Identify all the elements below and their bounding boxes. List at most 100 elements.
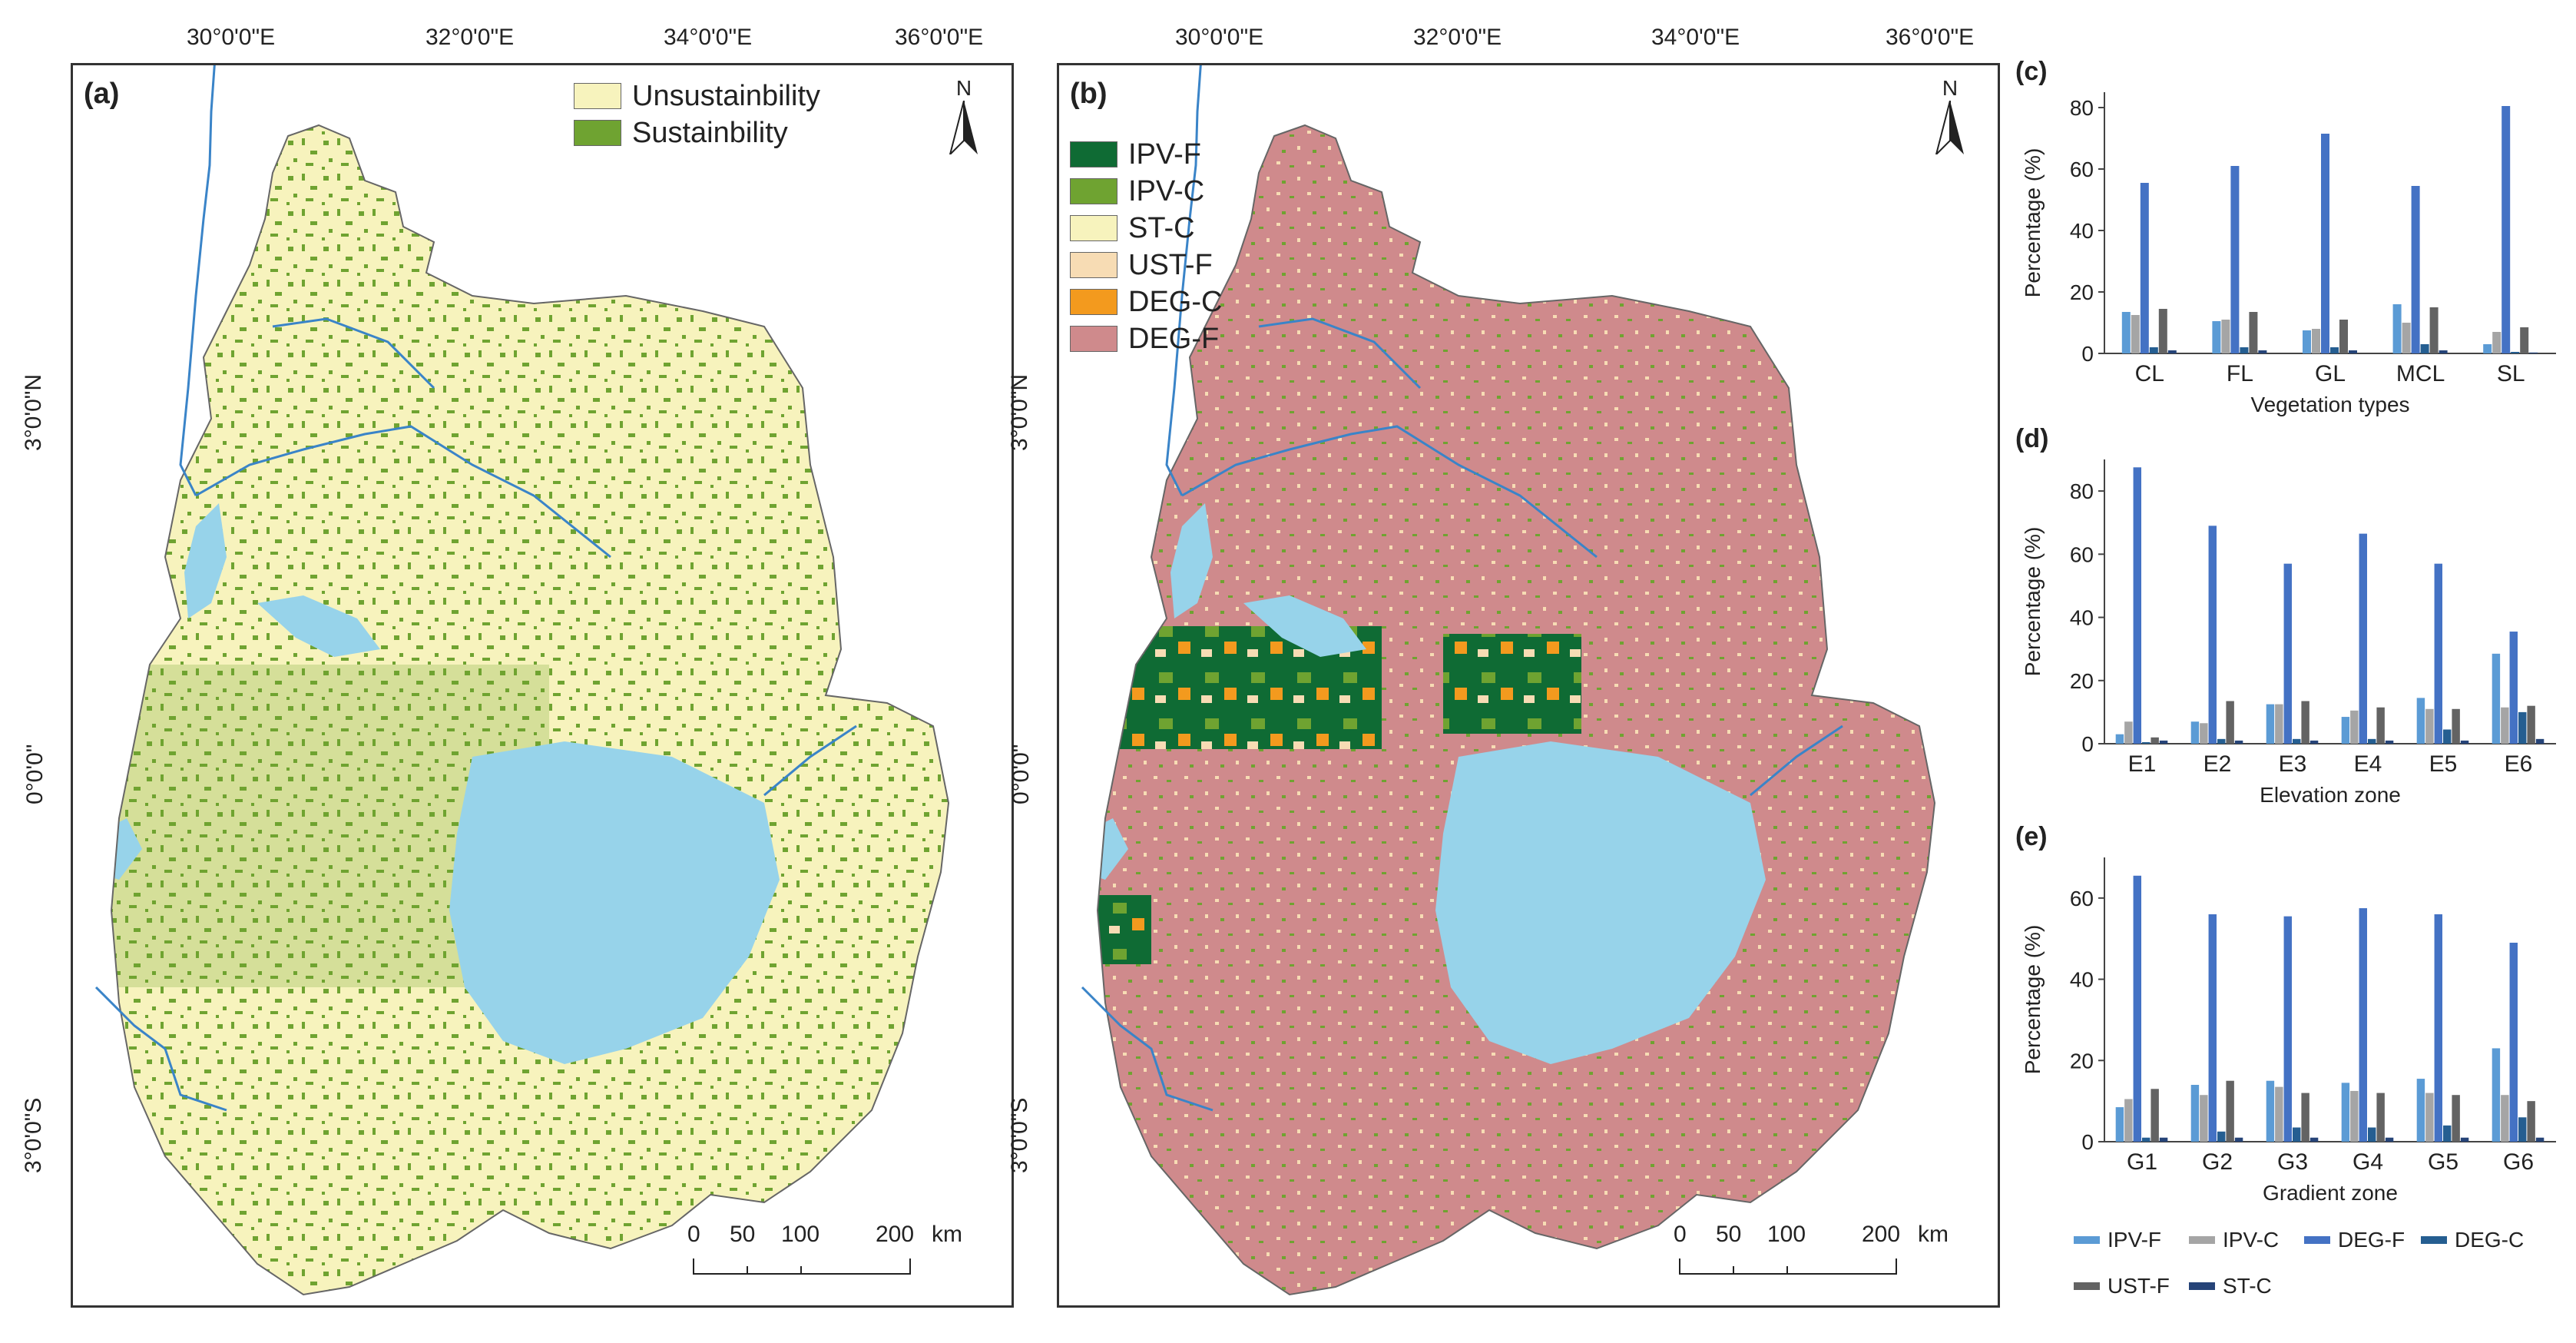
- chart-c-ytick-label: 80: [2070, 96, 2094, 120]
- chart-e-bar-G6-ST-C: [2535, 1137, 2545, 1142]
- north-label-b: N: [1942, 76, 1958, 100]
- legend-b-item-2: IPV-C: [1070, 173, 1222, 210]
- legend-b-item-1: IPV-F: [1070, 136, 1222, 173]
- chart-e-bar-G4-IPV-F: [2341, 1083, 2350, 1142]
- chart-e-bar-G1-IPV-C: [2124, 1099, 2133, 1142]
- top-tick-a-1: 30°0'0"E: [187, 25, 276, 50]
- chart-c-bar-MCL-DEG-F: [2411, 186, 2420, 353]
- chart-d-bar-E3-IPV-F: [2266, 704, 2275, 744]
- chart-d-bar-E2-DEG-C: [2217, 738, 2226, 744]
- chart-d-bar-E2-DEG-F: [2208, 526, 2217, 744]
- top-tick-b-3: 34°0'0"E: [1651, 25, 1740, 50]
- chart-e-bar-G6-UST-F: [2527, 1101, 2535, 1142]
- chart-d-bar-E5-ST-C: [2460, 740, 2469, 744]
- left-tick-b-2: 0°0'0": [1008, 744, 1034, 804]
- chart-e-xtick-label: G4: [2353, 1149, 2383, 1175]
- chart-legend-item-4: DEG-C: [2421, 1228, 2524, 1252]
- chart-d-ylabel: Percentage (%): [2021, 527, 2045, 677]
- legend-a: Unsustainbility Sustainbility: [574, 78, 820, 151]
- scale-a-100: 100: [781, 1222, 820, 1247]
- legend-b-item-6: DEG-F: [1070, 320, 1222, 357]
- legend-b-swatch-2: [1070, 178, 1117, 204]
- chart-c-bar-SL-DEG-F: [2502, 106, 2511, 353]
- chart-d-xtick-label: E2: [2204, 751, 2232, 777]
- scale-b-0: 0: [1674, 1222, 1687, 1247]
- legend-b-label-1: IPV-F: [1128, 138, 1202, 171]
- scale-b-unit: km: [1918, 1222, 1949, 1247]
- chart-d-xtick-label: E5: [2429, 751, 2458, 777]
- chart-c-bar-SL-IPV-F: [2483, 344, 2492, 353]
- chart-c-bar-FL-IPV-C: [2221, 320, 2230, 353]
- left-tick-a-2: 0°0'0": [22, 744, 48, 804]
- chart-e-xtick-label: G2: [2202, 1149, 2233, 1175]
- legend-a-label-1: Unsustainbility: [632, 79, 820, 112]
- scale-bar-a: 0 50 100 200 km: [687, 1222, 962, 1283]
- scale-a-0: 0: [687, 1222, 700, 1247]
- chart-d-bar-E4-UST-F: [2376, 707, 2385, 744]
- legend-b-item-4: UST-F: [1070, 247, 1222, 284]
- chart-e-xlabel: Gradient zone: [2263, 1181, 2398, 1205]
- chart-legend-swatch-5: [2074, 1282, 2100, 1290]
- legend-b-swatch-3: [1070, 215, 1117, 241]
- chart-d-bar-E1-IPV-F: [2115, 734, 2124, 744]
- chart-e-bar-G2-IPV-C: [2200, 1095, 2208, 1142]
- chart-legend: IPV-F IPV-C DEG-F DEG-C UST-F ST-C: [2074, 1228, 2565, 1328]
- chart-c-bar-FL-DEG-F: [2230, 166, 2240, 353]
- chart-e-xtick-label: G3: [2277, 1149, 2308, 1175]
- basin-map-a: [94, 65, 950, 1296]
- chart-d-xlabel: Elevation zone: [2260, 783, 2401, 807]
- legend-b: IPV-F IPV-C ST-C UST-F DEG-C DEG-F: [1070, 136, 1222, 357]
- chart-d-ytick-label: 40: [2070, 606, 2094, 630]
- chart-legend-swatch-6: [2189, 1282, 2215, 1290]
- chart-e-bar-G5-ST-C: [2460, 1137, 2469, 1142]
- legend-b-label-2: IPV-C: [1128, 174, 1205, 207]
- top-tick-b-1: 30°0'0"E: [1175, 25, 1264, 50]
- north-arrow-icon-b: N: [1935, 76, 1965, 161]
- chart-e-xtick-label: G6: [2503, 1149, 2534, 1175]
- legend-b-label-5: DEG-C: [1128, 285, 1223, 318]
- chart-e-bar-G3-DEG-C: [2293, 1127, 2301, 1142]
- chart-e: (e) 0 20 40 60 Percentage (%) G1 G2 G3 G4 G5 G6 Grad…: [2012, 819, 2565, 1226]
- chart-d-bar-E2-IPV-C: [2200, 723, 2208, 744]
- chart-e-bar-G3-IPV-F: [2266, 1080, 2275, 1142]
- chart-d-bar-E4-DEG-C: [2368, 738, 2376, 744]
- north-arrow-icon-a: N: [949, 76, 979, 161]
- chart-e-bar-G5-DEG-C: [2443, 1125, 2452, 1142]
- panel-label-a: (a): [84, 78, 120, 110]
- chart-legend-swatch-2: [2189, 1236, 2215, 1244]
- chart-c-ytick-label: 40: [2070, 219, 2094, 243]
- chart-e-bar-G3-ST-C: [2309, 1137, 2319, 1142]
- chart-d-bar-E6-DEG-F: [2509, 632, 2518, 744]
- chart-d-xtick-label: E1: [2128, 751, 2157, 777]
- chart-c-bar-SL-IPV-C: [2492, 332, 2502, 353]
- chart-c-bar-GL-IPV-F: [2303, 330, 2311, 353]
- chart-d-ytick-label: 20: [2070, 669, 2094, 693]
- chart-legend-label-6: ST-C: [2223, 1274, 2272, 1298]
- chart-c-bar-CL-IPV-F: [2121, 312, 2131, 353]
- chart-d-bar-E4-DEG-F: [2359, 533, 2367, 744]
- scale-b-50: 50: [1716, 1222, 1742, 1247]
- chart-c-xtick-label: FL: [2227, 361, 2253, 386]
- chart-d-bar-E3-UST-F: [2301, 701, 2309, 744]
- chart-d-bar-E1-UST-F: [2151, 737, 2159, 744]
- map-frame-a: (a) Unsustainbility Sustainbility N 0 50…: [71, 63, 1014, 1308]
- chart-d-bar-E3-DEG-F: [2283, 563, 2292, 744]
- scale-a-unit: km: [932, 1222, 962, 1247]
- chart-c-bar-CL-UST-F: [2158, 309, 2167, 353]
- chart-c-bar-SL-DEG-C: [2511, 352, 2520, 353]
- chart-e-xtick-label: G1: [2127, 1149, 2157, 1175]
- top-tick-a-2: 32°0'0"E: [425, 25, 515, 50]
- chart-c-label: (c): [2015, 57, 2048, 86]
- chart-d-bar-E5-DEG-F: [2434, 563, 2442, 744]
- chart-e-bar-G5-UST-F: [2452, 1095, 2460, 1142]
- legend-b-swatch-6: [1070, 326, 1117, 352]
- panel-label-b: (b): [1070, 78, 1108, 110]
- top-tick-a-3: 34°0'0"E: [664, 25, 753, 50]
- chart-e-bar-G5-IPV-F: [2416, 1079, 2425, 1142]
- legend-a-swatch-2: [574, 120, 621, 146]
- chart-e-bar-G1-ST-C: [2159, 1137, 2168, 1142]
- scale-a-50: 50: [730, 1222, 756, 1247]
- chart-d-bar-E5-DEG-C: [2443, 729, 2452, 744]
- legend-a-item-2: Sustainbility: [574, 114, 820, 151]
- chart-c-svg: (c) 0 20 40 60 80 Percentage (%) CL FL GL MCL SL Veg…: [2015, 57, 2556, 416]
